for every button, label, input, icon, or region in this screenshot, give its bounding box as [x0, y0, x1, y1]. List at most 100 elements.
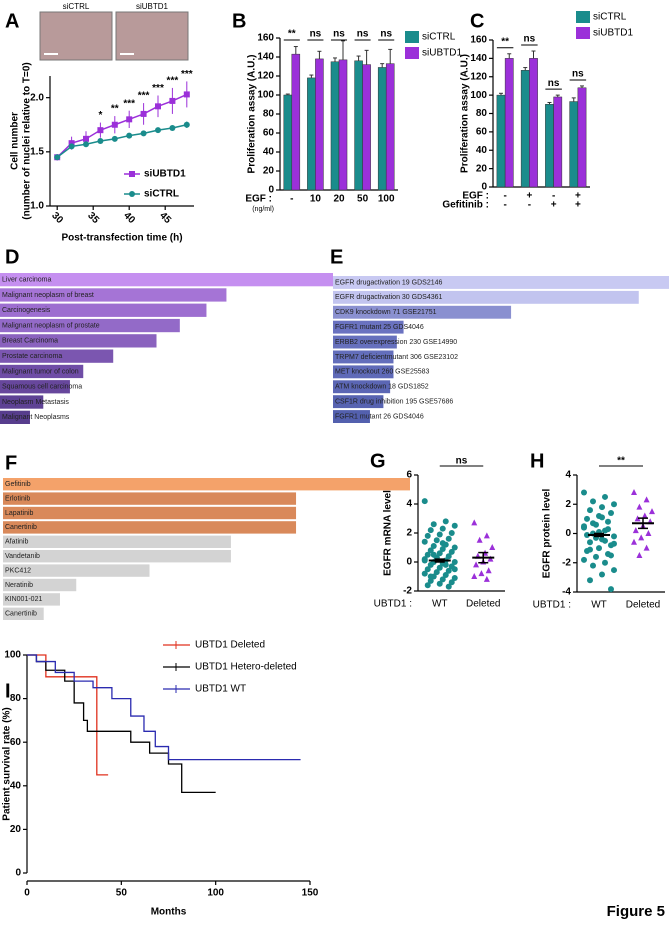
panel-letter: H — [530, 450, 544, 472]
marker — [155, 127, 161, 134]
significance: ns — [572, 69, 584, 80]
marker — [126, 132, 133, 139]
significance: * — [98, 110, 102, 121]
marker — [602, 559, 608, 566]
legend-swatch — [576, 11, 590, 23]
bar — [0, 380, 70, 394]
bar-label: Canertinib — [5, 611, 37, 618]
image-label: siCTRL — [63, 2, 90, 11]
marker — [427, 547, 434, 554]
marker — [68, 143, 75, 150]
y-tick-label: 4 — [406, 499, 412, 510]
x-tick-label: - — [290, 194, 293, 205]
bar — [385, 63, 395, 191]
bar — [3, 478, 410, 491]
marker — [129, 191, 135, 197]
marker — [599, 514, 605, 521]
y-tick-label: 120 — [470, 71, 487, 82]
x-tick-label: + — [551, 200, 557, 211]
significance: ns — [524, 34, 536, 45]
marker — [593, 553, 599, 560]
panel-letter: I — [5, 680, 11, 702]
x-tick-label: Deleted — [466, 599, 500, 610]
bar-label: PKC412 — [5, 567, 31, 574]
marker — [439, 576, 446, 583]
bar-label: Breast Carcinoma — [2, 338, 58, 345]
marker — [155, 103, 161, 110]
legend-label: siUBTD1 — [144, 169, 186, 180]
marker — [483, 575, 490, 582]
bar-label: Erlotinib — [5, 495, 30, 502]
x-axis-label: Months — [151, 907, 187, 918]
marker — [83, 135, 89, 142]
x-tick-label: 35 — [85, 210, 101, 226]
marker — [611, 533, 617, 540]
marker — [111, 121, 118, 128]
y-tick-label: 0 — [481, 182, 487, 193]
marker — [608, 586, 614, 593]
marker — [424, 551, 431, 558]
y-tick-label: 0 — [406, 557, 412, 568]
bar — [0, 395, 44, 409]
marker — [596, 545, 602, 552]
y-tick-label: 80 — [476, 108, 488, 119]
marker — [439, 545, 446, 552]
marker — [427, 577, 434, 584]
bar-label: Vandetanib — [5, 553, 40, 560]
marker — [645, 530, 652, 536]
marker — [611, 567, 617, 574]
marker — [608, 510, 614, 517]
marker — [421, 498, 428, 505]
bar-label: FGFR1 mutant 25 GDS4046 — [335, 324, 424, 331]
y-tick-label: 0 — [268, 185, 274, 196]
bar-label: CSF1R drug inhibition 195 GSE57686 — [335, 398, 453, 405]
bar — [0, 349, 114, 363]
y-tick-label: 20 — [263, 166, 275, 177]
bar — [333, 380, 391, 394]
bar — [504, 58, 514, 188]
bar — [577, 87, 587, 188]
panel-letter: E — [330, 246, 343, 268]
marker — [97, 127, 104, 134]
marker — [424, 566, 431, 573]
y-tick-label: 140 — [470, 53, 487, 64]
marker — [602, 493, 608, 500]
bar — [333, 335, 397, 349]
significance: ** — [111, 104, 119, 115]
bar — [569, 101, 579, 188]
legend-label: siUBTD1 — [593, 28, 633, 39]
x-tick-label: - — [503, 200, 506, 211]
bar — [3, 535, 231, 548]
significance: ns — [357, 29, 369, 40]
bar — [333, 290, 639, 304]
legend-swatch — [576, 27, 590, 39]
marker — [169, 97, 176, 104]
bar — [520, 70, 530, 188]
bar — [333, 350, 394, 364]
x-tick-label: + — [575, 191, 581, 202]
x-tick-label: - — [552, 191, 555, 202]
y-tick-label: 100 — [257, 90, 274, 101]
y-tick-label: -4 — [562, 587, 571, 598]
marker — [451, 544, 458, 551]
marker — [590, 498, 596, 505]
marker — [634, 515, 641, 522]
y-tick-label: 100 — [470, 90, 487, 101]
bar — [3, 578, 77, 592]
x-tick-label: 50 — [357, 194, 369, 205]
x-prefix: EGF : — [245, 194, 272, 205]
bar-label: KIN001-021 — [5, 596, 42, 603]
marker — [54, 154, 61, 161]
marker — [476, 536, 483, 543]
y-tick-label: 2 — [406, 528, 412, 539]
marker — [421, 557, 428, 564]
x-tick-label: Deleted — [626, 600, 660, 611]
marker — [430, 551, 437, 558]
panel-letter: B — [232, 10, 246, 32]
bar — [0, 334, 157, 348]
marker — [451, 566, 458, 573]
bar — [307, 77, 316, 191]
bar — [333, 365, 394, 379]
bar — [496, 94, 506, 188]
marker — [483, 532, 490, 539]
